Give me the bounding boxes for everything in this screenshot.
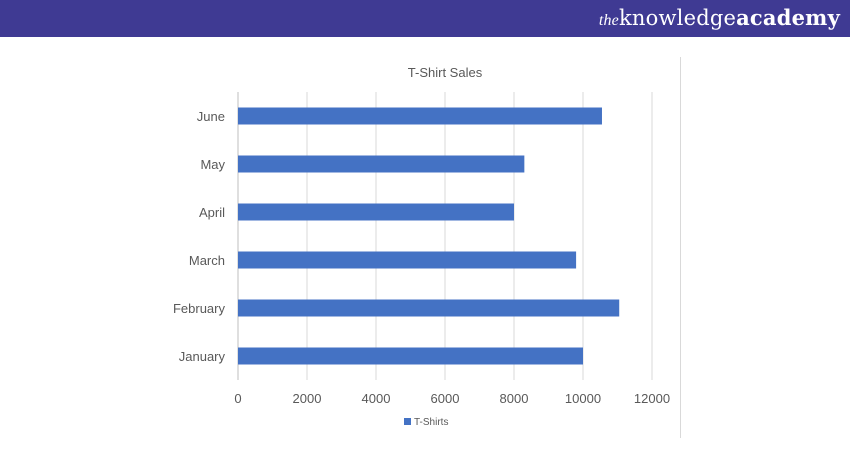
bar-april — [238, 203, 514, 221]
x-tick-label-3: 6000 — [431, 391, 460, 406]
legend-swatch-t-shirts — [404, 418, 411, 425]
category-label-march: March — [189, 253, 225, 268]
legend-label-t-shirts: T-Shirts — [414, 417, 448, 428]
brand-prefix: the — [598, 12, 619, 29]
category-label-june: June — [197, 109, 225, 124]
chart-right-divider — [680, 57, 681, 438]
bar-february — [238, 299, 620, 317]
chart-title: T-Shirt Sales — [408, 65, 483, 80]
bar-march — [238, 251, 577, 269]
x-tick-label-5: 10000 — [565, 391, 601, 406]
category-label-february: February — [173, 301, 226, 316]
top-banner: theknowledgeacademy — [0, 0, 850, 37]
bar-january — [238, 347, 583, 365]
x-tick-label-6: 12000 — [634, 391, 670, 406]
category-label-january: January — [179, 349, 226, 364]
x-tick-label-1: 2000 — [293, 391, 322, 406]
bar-june — [238, 107, 602, 125]
brand-suffix: academy — [736, 5, 840, 30]
brand-middle: knowledge — [618, 6, 737, 30]
x-tick-label-4: 8000 — [500, 391, 529, 406]
category-label-may: May — [200, 157, 225, 172]
bar-may — [238, 155, 525, 173]
x-tick-label-2: 4000 — [362, 391, 391, 406]
x-tick-label-0: 0 — [234, 391, 241, 406]
chart-area: T-Shirt Sales January February March April Ma… — [0, 37, 850, 450]
brand-logo: theknowledgeacademy — [599, 4, 840, 35]
category-label-april: April — [199, 205, 225, 220]
bar-chart: T-Shirt Sales January February March April Ma… — [173, 65, 670, 428]
